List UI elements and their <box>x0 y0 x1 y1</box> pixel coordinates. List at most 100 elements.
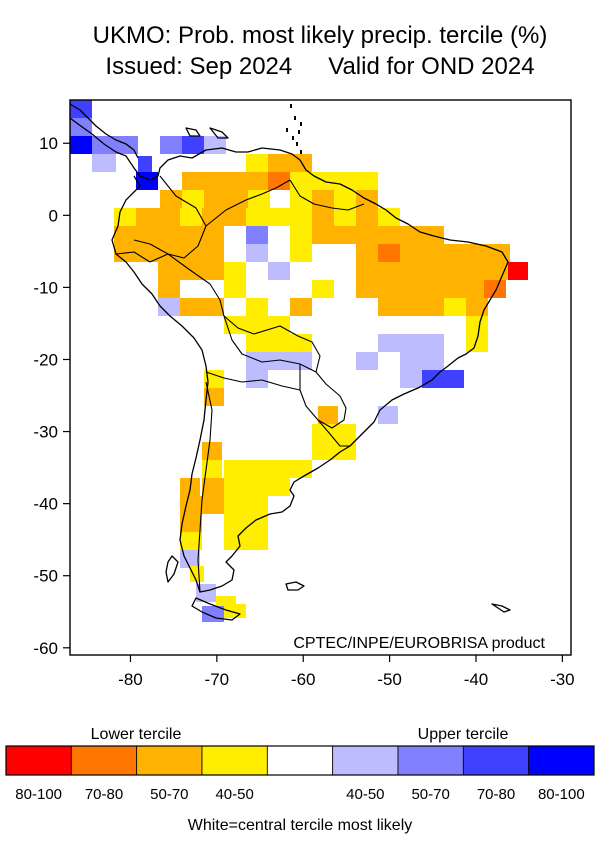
probability-cell <box>158 298 180 316</box>
probability-cell <box>290 172 312 190</box>
probability-cell <box>356 262 378 280</box>
y-tick-label: -50 <box>33 567 58 586</box>
y-tick-label: 0 <box>49 206 58 225</box>
probability-cell <box>268 478 290 496</box>
probability-cell <box>312 442 334 460</box>
probability-cell <box>190 566 204 582</box>
peru-brazil-border <box>167 253 255 335</box>
upper-tercile-label: Upper tercile <box>418 726 509 743</box>
probability-cell <box>312 190 334 208</box>
probability-cell <box>268 316 290 334</box>
probability-cell <box>444 244 466 262</box>
ecuador-peru-border <box>115 251 169 263</box>
probability-cell <box>290 244 312 262</box>
south-georgia <box>491 603 511 613</box>
argentina-north-border <box>205 371 301 391</box>
probability-cell <box>92 154 116 172</box>
probability-cell <box>180 298 202 316</box>
x-tick-label: -30 <box>550 670 575 689</box>
legend-swatch <box>136 745 203 776</box>
probability-cell <box>246 226 268 244</box>
probability-cell <box>136 208 158 226</box>
legend-bin-label: 50-70 <box>411 786 449 803</box>
lower-tercile-label: Lower tercile <box>91 726 182 743</box>
probability-cell <box>400 298 422 316</box>
probability-cell <box>202 226 224 244</box>
x-axis: -80 -70 -60 -50 -40 -30 <box>118 655 575 689</box>
probability-cell <box>246 316 268 334</box>
legend-swatch <box>528 745 595 776</box>
probability-cell <box>246 370 268 388</box>
island-dot <box>286 128 288 132</box>
probability-cell <box>268 460 290 478</box>
probability-cell <box>246 208 268 226</box>
probability-cell <box>400 352 422 370</box>
probability-cell <box>158 280 180 298</box>
probability-cell <box>466 280 488 298</box>
probability-cell <box>182 190 204 208</box>
probability-cell <box>202 208 224 226</box>
probability-cell <box>158 262 180 280</box>
legend-bin-label: 70-80 <box>85 786 123 803</box>
legend-footer: White=central tercile most likely <box>188 817 413 834</box>
probability-cell <box>204 136 226 154</box>
probability-cell <box>136 244 158 262</box>
probability-cell <box>114 226 136 244</box>
paraguay-border <box>299 364 347 429</box>
x-tick-label: -70 <box>205 670 230 689</box>
valid-period: Valid for OND 2024 <box>328 53 535 80</box>
probability-cell <box>226 190 248 208</box>
y-tick-label: -20 <box>33 350 58 369</box>
credit-label: CPTEC/INPE/EUROBRISA product <box>293 635 545 652</box>
probability-cell <box>224 460 268 550</box>
probability-cell <box>334 442 356 460</box>
probability-cell <box>378 280 400 298</box>
probability-cell <box>158 208 180 226</box>
probability-cell <box>466 316 488 334</box>
probability-cell <box>312 226 334 244</box>
probability-cell <box>334 208 356 226</box>
island-dot <box>300 150 302 154</box>
probability-grid <box>70 100 528 622</box>
map-title: UKMO: Prob. most likely precip. tercile … <box>92 22 548 49</box>
probability-cell <box>378 226 400 244</box>
color-legend: 80-100 70-80 50-70 40-50 40-50 50-70 70-80 80-1… <box>5 745 595 803</box>
probability-cell <box>422 370 464 388</box>
probability-cell <box>138 156 152 172</box>
probability-cell <box>422 244 444 262</box>
probability-cell <box>180 244 202 262</box>
y-tick-label: -60 <box>33 639 58 658</box>
probability-cell <box>444 262 466 280</box>
falkland-islands <box>285 581 305 591</box>
probability-cell <box>160 136 182 154</box>
probability-cell <box>290 460 312 478</box>
probability-cell <box>224 280 246 298</box>
bolivia-border <box>223 315 321 373</box>
probability-cell <box>378 298 400 316</box>
probability-cell <box>92 136 114 154</box>
probability-cell <box>204 190 226 208</box>
probability-cell <box>114 136 138 154</box>
y-tick-label: -40 <box>33 495 58 514</box>
x-tick-label: -50 <box>377 670 402 689</box>
uruguay-border <box>317 419 350 447</box>
probability-cell <box>196 584 216 602</box>
probability-cell <box>204 388 224 406</box>
probability-cell <box>444 298 466 316</box>
probability-cell <box>248 190 270 208</box>
legend-swatch <box>332 745 399 776</box>
guianas-border <box>289 179 365 211</box>
probability-cell <box>378 208 400 226</box>
legend-bin-label: 50-70 <box>150 786 188 803</box>
x-tick-label: -60 <box>291 670 316 689</box>
probability-cell <box>180 496 202 514</box>
probability-cell <box>202 298 224 316</box>
probability-cell <box>180 514 202 532</box>
probability-cell <box>334 190 356 208</box>
probability-cell <box>290 334 312 352</box>
probability-cell <box>290 298 312 316</box>
probability-cell <box>400 262 422 280</box>
probability-cell <box>422 262 444 280</box>
probability-cell <box>158 226 180 244</box>
